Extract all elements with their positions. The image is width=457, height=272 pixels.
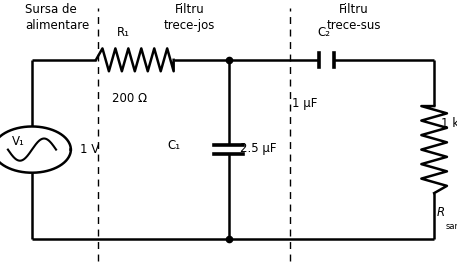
Text: C₁: C₁ bbox=[167, 139, 181, 152]
Text: 200 Ω: 200 Ω bbox=[112, 92, 147, 106]
Text: V₁: V₁ bbox=[11, 135, 24, 148]
Text: 1 μF: 1 μF bbox=[292, 97, 318, 110]
Text: Filtru
trece-sus: Filtru trece-sus bbox=[327, 3, 382, 32]
Text: 1 V: 1 V bbox=[80, 143, 99, 156]
Text: sarcină: sarcină bbox=[446, 222, 457, 231]
Text: Sursa de
alimentare: Sursa de alimentare bbox=[25, 3, 90, 32]
Text: 1 kΩ: 1 kΩ bbox=[441, 117, 457, 130]
Text: R₁: R₁ bbox=[117, 26, 129, 39]
Text: Filtru
trece-jos: Filtru trece-jos bbox=[164, 3, 215, 32]
Text: C₂: C₂ bbox=[318, 26, 330, 39]
Text: 2.5 μF: 2.5 μF bbox=[240, 142, 276, 155]
Text: R: R bbox=[436, 206, 445, 219]
